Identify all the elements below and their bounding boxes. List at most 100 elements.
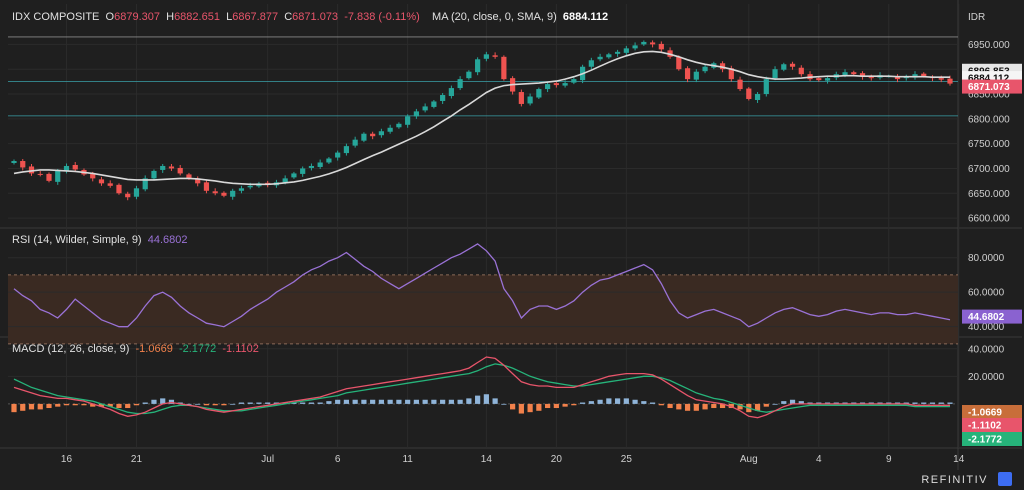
macd-hist-bar xyxy=(877,402,883,404)
macd-hist-bar xyxy=(116,403,122,409)
candle-body xyxy=(98,179,105,184)
candle-body xyxy=(63,165,70,171)
candle-body xyxy=(107,183,113,186)
macd-hist-bar xyxy=(702,403,708,410)
macd-hist-bar xyxy=(186,403,192,405)
macd-hist-bar xyxy=(72,403,78,406)
price-tick-label: 6800.000 xyxy=(968,114,1010,125)
ohlc-header: IDX COMPOSITE O6879.307 H6882.651 L6867.… xyxy=(12,11,608,23)
candle-body xyxy=(562,83,568,86)
candle-body xyxy=(658,43,664,50)
macd-hist-bar xyxy=(859,402,866,404)
hist-value-tag-bg xyxy=(962,418,1022,432)
macd-hist-bar xyxy=(789,399,796,404)
rsi-tick-label: 60.0000 xyxy=(968,288,1005,299)
candle-body xyxy=(632,45,638,49)
macd-hist-bar xyxy=(579,402,586,404)
current-price-tag-bg xyxy=(962,79,1022,94)
candle-body xyxy=(536,89,542,98)
candle-body xyxy=(894,76,901,80)
x-tick-label: 4 xyxy=(816,454,822,465)
open-value: 6879.307 xyxy=(114,11,160,23)
candle-body xyxy=(921,73,927,77)
candle-body xyxy=(553,83,559,86)
macd-value-tag: -1.0669 xyxy=(968,408,1002,419)
high-label: H xyxy=(166,11,175,23)
rsi-value-tag-bg xyxy=(962,309,1022,324)
open-label: O xyxy=(105,11,115,23)
macd-value-tag-bg xyxy=(962,405,1022,419)
rsi-pane-label: RSI (14, Wilder, Simple, 9) 44.6802 xyxy=(12,234,187,246)
macd-hist-bar xyxy=(466,398,472,404)
candle-body xyxy=(186,174,192,179)
rsi-line xyxy=(13,243,951,328)
macd-hist-bar xyxy=(886,402,892,404)
macd-hist-bar xyxy=(894,402,901,404)
macd-hist-bar xyxy=(947,402,953,404)
macd-hist-bar xyxy=(475,395,481,404)
macd-hist-bar xyxy=(518,403,524,414)
candle-body xyxy=(326,158,332,163)
macd-hist-bar xyxy=(46,403,52,409)
candle-body xyxy=(684,68,691,80)
candle-body xyxy=(160,165,166,170)
macd-label: MACD (12, 26, close, 9) xyxy=(12,343,130,355)
macd-hist-bar xyxy=(431,399,437,404)
candle-body xyxy=(72,164,78,170)
candle-body xyxy=(676,56,682,70)
macd-hist-bar xyxy=(606,398,612,404)
macd-hist-bar xyxy=(781,401,787,404)
macd-hist-bar xyxy=(37,403,43,410)
macd-hist-bar xyxy=(361,399,367,404)
macd-hist-bar xyxy=(396,399,402,404)
macd-hist-bar xyxy=(562,403,568,407)
candle-body xyxy=(20,161,26,168)
macd-hist-bar xyxy=(807,402,813,404)
macd-hist-bar xyxy=(256,402,262,404)
macd-hist-bar xyxy=(719,403,726,409)
price-tick-label: 6750.000 xyxy=(968,139,1010,150)
candle-body xyxy=(693,71,699,80)
macd-hist-bar xyxy=(921,402,927,404)
level-price-tag: 6884.112 xyxy=(968,74,1010,85)
price-tick-label: 6850.000 xyxy=(968,90,1010,101)
candle-body xyxy=(343,146,350,154)
macd-hist-bar xyxy=(623,398,629,404)
high-value: 6882.651 xyxy=(174,11,220,23)
candle-body xyxy=(728,68,734,80)
macd-hist-bar xyxy=(107,403,113,407)
macd-hist-bar xyxy=(387,399,393,404)
candle-body xyxy=(492,55,498,57)
low-value: 6867.877 xyxy=(232,11,279,23)
macd-hist-bar xyxy=(378,399,385,404)
macd-hist-bar xyxy=(28,403,35,410)
macd-hist-bar xyxy=(247,402,253,404)
macd-hist-bar xyxy=(265,402,271,404)
candle-body xyxy=(361,133,367,141)
macd-hist-bar xyxy=(824,402,831,404)
candle-body xyxy=(90,173,96,179)
macd-hist-bar xyxy=(667,403,673,409)
macd-hist-bar xyxy=(98,403,105,407)
candle-body xyxy=(300,168,306,174)
candle-body xyxy=(789,63,796,67)
price-tick-label: 6700.000 xyxy=(968,164,1010,175)
candle-body xyxy=(475,59,481,73)
macd-hist-bar xyxy=(929,402,936,404)
macd-hist-bar xyxy=(282,402,288,404)
macd-hist-bar xyxy=(851,402,857,404)
candle-body xyxy=(431,101,437,107)
x-tick-label: 11 xyxy=(402,454,413,465)
candle-body xyxy=(737,79,743,90)
macd-tick-label: 40.0000 xyxy=(968,344,1005,355)
candle-body xyxy=(387,127,393,132)
candle-body xyxy=(649,42,656,45)
candle-body xyxy=(440,95,446,101)
signal-value: -2.1772 xyxy=(178,343,217,355)
macd-hist-bar xyxy=(352,399,358,404)
candle-body xyxy=(247,185,253,188)
macd-hist-bar xyxy=(527,403,533,413)
candle-body xyxy=(501,56,507,80)
rsi-tick-label: 40.0000 xyxy=(968,322,1005,333)
candle-body xyxy=(405,116,411,125)
